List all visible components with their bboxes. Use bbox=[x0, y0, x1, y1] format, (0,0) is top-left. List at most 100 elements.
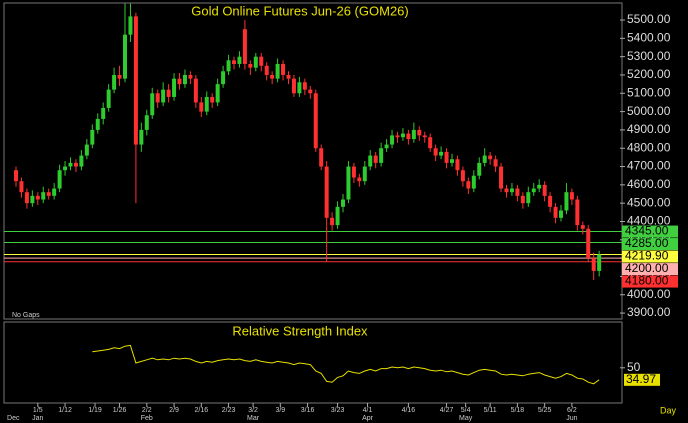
x-tick-label: 2/9 bbox=[169, 407, 179, 414]
candle-body bbox=[106, 89, 111, 108]
level-box bbox=[622, 250, 678, 263]
x-tick-label: 3/23 bbox=[331, 407, 345, 414]
candle-body bbox=[537, 184, 542, 189]
y-tick-label: 4000.00 bbox=[627, 287, 671, 301]
candle-body bbox=[428, 137, 433, 149]
candle-body bbox=[232, 60, 236, 64]
candle-body bbox=[319, 148, 324, 167]
candle-body bbox=[373, 155, 378, 163]
candle-body bbox=[188, 74, 193, 79]
candle-body bbox=[166, 89, 171, 97]
candle-body bbox=[586, 228, 591, 259]
candle-body bbox=[597, 254, 602, 271]
candle-body bbox=[139, 129, 144, 145]
candle-body bbox=[368, 155, 373, 167]
y-tick-label: 4500.00 bbox=[627, 195, 671, 209]
candle-body bbox=[520, 195, 525, 204]
candle-body bbox=[210, 96, 215, 103]
candle-body bbox=[346, 166, 351, 200]
candle-body bbox=[68, 162, 73, 167]
candle-body bbox=[531, 188, 536, 193]
candle-body bbox=[564, 192, 569, 211]
candle-body bbox=[580, 225, 585, 229]
candle-body bbox=[542, 184, 547, 196]
month-label: Apr bbox=[362, 415, 374, 422]
candle-body bbox=[341, 199, 345, 207]
y-tick-label: 5500.00 bbox=[627, 12, 671, 26]
candle-body bbox=[52, 188, 57, 196]
x-tick-label: 2/23 bbox=[222, 407, 236, 414]
candle-body bbox=[79, 155, 84, 167]
candle-body bbox=[450, 159, 454, 163]
level-box bbox=[622, 225, 678, 238]
candle-body bbox=[275, 63, 280, 79]
candle-body bbox=[117, 74, 122, 79]
candle-body bbox=[237, 56, 242, 64]
candle-body bbox=[84, 144, 89, 156]
candle-body bbox=[504, 188, 509, 193]
candle-body bbox=[362, 166, 367, 182]
y-tick-label: 5400.00 bbox=[627, 31, 671, 45]
month-label: Jan bbox=[32, 415, 43, 422]
y-tick-label: 5300.00 bbox=[627, 49, 671, 63]
x-tick-label: 4/27 bbox=[440, 407, 454, 414]
candle-body bbox=[19, 181, 24, 193]
candle-body bbox=[493, 159, 498, 167]
chart-title: Gold Online Futures Jun-26 (GOM26) bbox=[191, 3, 408, 18]
level-label: 4345.00 bbox=[625, 224, 669, 238]
x-tick-label: 3/9 bbox=[275, 407, 285, 414]
x-tick-label: 3/2 bbox=[248, 407, 258, 414]
note: No Gaps bbox=[12, 312, 40, 319]
candle-body bbox=[101, 107, 106, 119]
x-tick-label: 3/16 bbox=[301, 407, 315, 414]
candle-body bbox=[144, 115, 149, 130]
candle-body bbox=[73, 162, 78, 167]
candle-body bbox=[482, 155, 487, 163]
candle-body bbox=[308, 89, 313, 94]
candle-body bbox=[172, 78, 177, 97]
candle-body bbox=[379, 148, 384, 163]
candle-body bbox=[548, 195, 553, 207]
y-tick-label: 3900.00 bbox=[627, 305, 671, 319]
x-tick-label: 2/16 bbox=[194, 407, 208, 414]
candle-body bbox=[155, 93, 160, 103]
candle-body bbox=[351, 166, 356, 178]
candle-body bbox=[330, 217, 335, 226]
x-tick-label: 5/18 bbox=[511, 407, 525, 414]
x-tick-label: 1/12 bbox=[58, 407, 72, 414]
candle-body bbox=[215, 84, 220, 103]
candle-body bbox=[400, 133, 405, 138]
candle-body bbox=[477, 162, 482, 176]
y-tick-label: 4700.00 bbox=[627, 159, 671, 173]
candle-body bbox=[444, 151, 449, 163]
candle-body bbox=[242, 29, 247, 64]
x-tick-label: 6/2 bbox=[567, 407, 577, 414]
candle-body bbox=[324, 166, 329, 218]
candle-body bbox=[95, 118, 100, 130]
month-label: Dec bbox=[7, 415, 20, 422]
candle-body bbox=[509, 188, 514, 193]
y-tick-label: 4800.00 bbox=[627, 140, 671, 154]
candle-body bbox=[177, 78, 182, 85]
candle-body bbox=[150, 93, 155, 116]
candle-body bbox=[286, 74, 291, 79]
candle-body bbox=[297, 82, 302, 94]
x-tick-label: 2/2 bbox=[142, 407, 152, 414]
candle-body bbox=[357, 177, 362, 182]
level-label: 4219.90 bbox=[625, 249, 669, 263]
y-tick-label: 4600.00 bbox=[627, 177, 671, 191]
candle-body bbox=[248, 63, 253, 68]
candle-body bbox=[526, 192, 531, 204]
candle-body bbox=[204, 96, 209, 112]
candle-body bbox=[439, 151, 444, 156]
candle-body bbox=[575, 199, 580, 226]
x-unit: Day bbox=[660, 405, 677, 415]
candle-body bbox=[313, 93, 318, 149]
candle-body bbox=[390, 135, 395, 145]
month-label: May bbox=[459, 415, 473, 422]
candle-body bbox=[30, 195, 35, 204]
rsi-value-label: 34.97 bbox=[626, 372, 656, 386]
candle-body bbox=[253, 56, 258, 68]
